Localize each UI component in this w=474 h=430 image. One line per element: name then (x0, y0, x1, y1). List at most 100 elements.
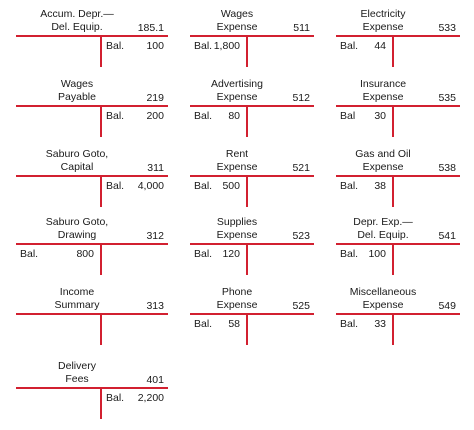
account-title-line-1: Rent (225, 148, 249, 160)
t-account: Income Summary 313 (16, 286, 168, 356)
account-number: 535 (438, 92, 456, 104)
balance-amount: 4,000 (137, 180, 164, 192)
t-account: Advertising Expense 512 Bal. 80 (190, 78, 314, 148)
ledger-horizontal-rule (190, 105, 314, 107)
balance-amount: 800 (76, 248, 94, 260)
ledger-vertical-rule (100, 35, 102, 67)
account-title-line-2: Drawing (57, 229, 97, 241)
balance-amount: 33 (374, 318, 386, 330)
account-number: 512 (292, 92, 310, 104)
ledger-horizontal-rule (16, 105, 168, 107)
account-number: 311 (147, 162, 164, 174)
balance-amount: 200 (146, 110, 164, 122)
t-account: Rent Expense 521 Bal. 500 (190, 148, 314, 218)
account-title-line-2: Expense (216, 229, 258, 241)
account-title-line-2: Summary (54, 299, 100, 311)
account-title-line-1: Electricity (360, 8, 406, 20)
t-account: Electricity Expense 533 Bal. 44 (336, 8, 460, 78)
account-title-line-2: Payable (58, 91, 96, 103)
ledger-vertical-rule (392, 243, 394, 275)
t-account: Saburo Goto, Capital 311 Bal. 4,000 (16, 148, 168, 218)
account-number: 538 (438, 162, 456, 174)
ledger-vertical-rule (100, 387, 102, 419)
account-number: 525 (292, 300, 310, 312)
ledger-vertical-rule (246, 313, 248, 345)
balance-amount: 2,200 (137, 392, 164, 404)
account-title-line-1: Supplies (216, 216, 258, 228)
account-title-line-1: Gas and Oil (355, 148, 411, 160)
ledger-vertical-rule (246, 175, 248, 207)
balance-label: Bal. (20, 248, 39, 260)
account-title-line-1: Delivery (58, 360, 96, 372)
account-title-line-1: Wages (220, 8, 254, 20)
t-account: Phone Expense 525 Bal. 58 (190, 286, 314, 356)
balance-label: Bal. (340, 40, 359, 52)
account-title-line-2: Expense (362, 161, 404, 173)
t-account: Wages Expense 511 Bal. 1,800 (190, 8, 314, 78)
account-title-line-1: Advertising (211, 78, 263, 90)
t-account: Wages Payable 219 Bal. 200 (16, 78, 168, 148)
ledger-horizontal-rule (336, 243, 460, 245)
ledger-vertical-rule (392, 105, 394, 137)
ledger-horizontal-rule (16, 243, 168, 245)
ledger-horizontal-rule (190, 175, 314, 177)
balance-label: Bal (340, 110, 356, 122)
account-number: 219 (146, 92, 164, 104)
account-title-line-1: Income (59, 286, 95, 298)
balance-label: Bal. (194, 318, 213, 330)
account-title-line-2: Expense (216, 161, 258, 173)
t-account: Saburo Goto, Drawing 312 Bal. 800 (16, 216, 168, 286)
t-account: Insurance Expense 535 Bal 30 (336, 78, 460, 148)
account-title-line-2: Expense (362, 21, 404, 33)
account-title-line-1: Depr. Exp.— (353, 216, 413, 228)
balance-amount: 30 (374, 110, 386, 122)
account-title-line-2: Del. Equip. (51, 21, 103, 33)
ledger-horizontal-rule (16, 175, 168, 177)
ledger-horizontal-rule (16, 387, 168, 389)
ledger-horizontal-rule (336, 105, 460, 107)
account-title-line-1: Miscellaneous (349, 286, 417, 298)
balance-label: Bal. (340, 248, 359, 260)
account-number: 185.1 (137, 22, 164, 34)
account-number: 523 (292, 230, 310, 242)
balance-amount: 100 (368, 248, 386, 260)
account-title-line-2: Del. Equip. (357, 229, 409, 241)
balance-label: Bal. (194, 40, 213, 52)
t-account: Delivery Fees 401 Bal. 2,200 (16, 360, 168, 430)
ledger-horizontal-rule (190, 243, 314, 245)
account-title-line-2: Expense (362, 299, 404, 311)
account-title-line-2: Expense (216, 91, 258, 103)
balance-label: Bal. (106, 392, 125, 404)
ledger-vertical-rule (392, 175, 394, 207)
balance-label: Bal. (194, 110, 213, 122)
balance-amount: 100 (146, 40, 164, 52)
account-number: 549 (438, 300, 456, 312)
balance-label: Bal. (194, 248, 213, 260)
account-title-line-2: Expense (362, 91, 404, 103)
account-number: 401 (146, 374, 164, 386)
ledger-horizontal-rule (190, 35, 314, 37)
ledger-vertical-rule (246, 243, 248, 275)
account-number: 533 (438, 22, 456, 34)
account-title-line-2: Expense (216, 21, 258, 33)
account-title-line-1: Phone (221, 286, 253, 298)
account-number: 312 (146, 230, 164, 242)
account-title-line-1: Insurance (359, 78, 407, 90)
balance-label: Bal. (106, 40, 125, 52)
ledger-horizontal-rule (16, 313, 168, 315)
ledger-vertical-rule (392, 35, 394, 67)
t-account: Supplies Expense 523 Bal. 120 (190, 216, 314, 286)
ledger-vertical-rule (246, 35, 248, 67)
balance-label: Bal. (194, 180, 213, 192)
account-title-line-1: Wages (60, 78, 94, 90)
ledger-vertical-rule (100, 175, 102, 207)
account-number: 541 (438, 230, 456, 242)
account-title-line-2: Fees (65, 373, 89, 385)
t-account: Accum. Depr.— Del. Equip. 185.1 Bal. 100 (16, 8, 168, 78)
ledger-horizontal-rule (190, 313, 314, 315)
ledger-vertical-rule (246, 105, 248, 137)
ledger-horizontal-rule (336, 35, 460, 37)
account-title-line-1: Accum. Depr.— (40, 8, 114, 20)
account-number: 313 (146, 300, 164, 312)
